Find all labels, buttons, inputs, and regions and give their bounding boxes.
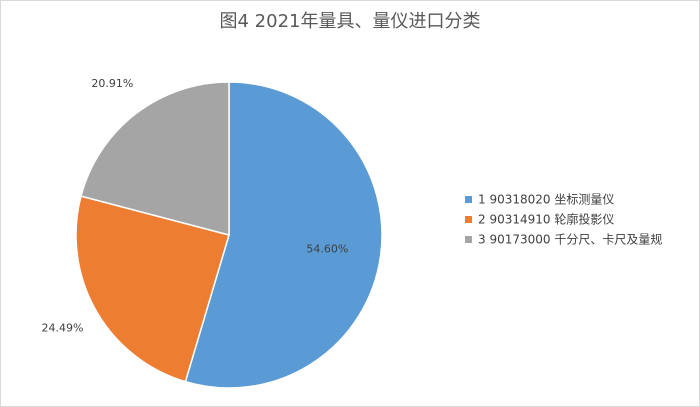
pie-slice	[80, 81, 230, 236]
legend-swatch	[465, 196, 472, 203]
data-label: 54.60%	[306, 242, 348, 255]
data-label: 24.49%	[42, 322, 84, 335]
legend-swatch	[465, 236, 472, 243]
legend-swatch	[465, 216, 472, 223]
pie-slice	[75, 195, 230, 383]
data-label: 20.91%	[91, 77, 133, 90]
legend-label: 2 90314910 轮廓投影仪	[478, 212, 614, 227]
pie-slice	[184, 81, 383, 389]
chart-title: 图4 2021年量具、量仪进口分类	[220, 11, 481, 32]
legend-label: 3 90173000 千分尺、卡尺及量规	[478, 232, 662, 247]
legend-label: 1 90318020 坐标测量仪	[478, 193, 614, 207]
